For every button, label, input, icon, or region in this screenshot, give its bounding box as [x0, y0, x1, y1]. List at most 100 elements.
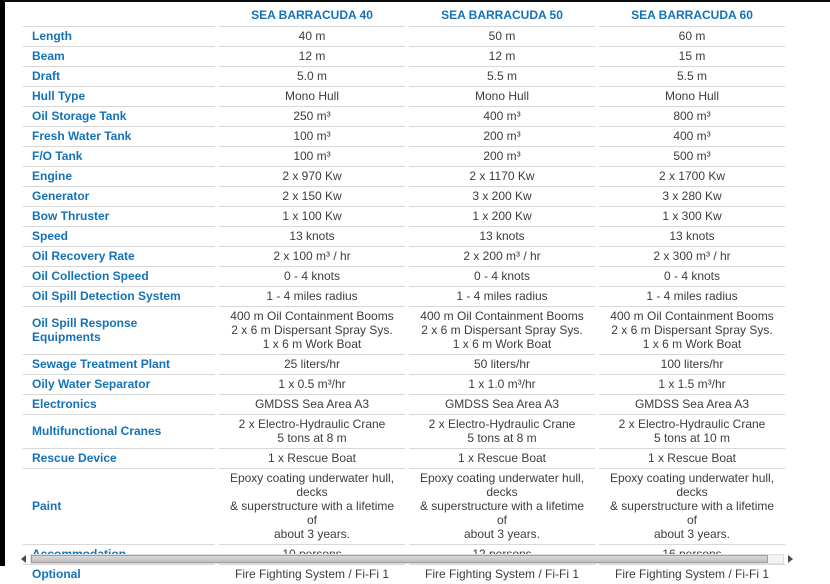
spec-value: 1 x 1.5 m³/hr: [599, 374, 785, 394]
table-row: Oil Recovery Rate 2 x 100 m³ / hr 2 x 200 …: [23, 246, 785, 266]
spec-value: 60 m: [599, 26, 785, 46]
spec-value: Mono Hull: [219, 86, 405, 106]
spec-value: 50 liters/hr: [409, 354, 595, 374]
spec-value: Epoxy coating underwater hull, decks & s…: [219, 468, 405, 544]
table-row: Bow Thruster 1 x 100 Kw 1 x 200 Kw 1 x 300 …: [23, 206, 785, 226]
scroll-left-arrow-icon[interactable]: [21, 554, 26, 563]
scroll-right-arrow-icon[interactable]: [788, 554, 793, 563]
table-row: Beam 12 m 12 m 15 m: [23, 46, 785, 66]
spec-value: 25 liters/hr: [219, 354, 405, 374]
spec-value: 1 - 4 miles radius: [599, 286, 785, 306]
spec-label: Electronics: [23, 394, 215, 414]
table-row: Multifunctional Cranes 2 x Electro-Hydrau…: [23, 414, 785, 448]
spec-value: 500 m³: [599, 146, 785, 166]
spec-value: 0 - 4 knots: [219, 266, 405, 286]
spec-label: Oil Collection Speed: [23, 266, 215, 286]
spec-value: 200 m³: [409, 126, 595, 146]
spec-value: 400 m³: [409, 106, 595, 126]
table-row: Oil Spill Detection System 1 - 4 miles ra…: [23, 286, 785, 306]
spec-label: Oil Spill Detection System: [23, 286, 215, 306]
spec-value: 2 x Electro-Hydraulic Crane 5 tons at 10…: [599, 414, 785, 448]
spec-value: Mono Hull: [409, 86, 595, 106]
spec-value: Epoxy coating underwater hull, decks & s…: [599, 468, 785, 544]
spec-label: Bow Thruster: [23, 206, 215, 226]
spec-value: 1 x 1.0 m³/hr: [409, 374, 595, 394]
table-row: Hull Type Mono Hull Mono Hull Mono Hull: [23, 86, 785, 106]
spec-value: 100 m³: [219, 146, 405, 166]
spec-value: 13 knots: [219, 226, 405, 246]
spec-label: Hull Type: [23, 86, 215, 106]
spec-label: Generator: [23, 186, 215, 206]
spec-label: Paint: [23, 468, 215, 544]
table-row: F/O Tank 100 m³ 200 m³ 500 m³: [23, 146, 785, 166]
spec-value: 13 knots: [409, 226, 595, 246]
spec-label: Engine: [23, 166, 215, 186]
spec-value: 1 x 200 Kw: [409, 206, 595, 226]
spec-value: 15 m: [599, 46, 785, 66]
spec-value: 2 x 1700 Kw: [599, 166, 785, 186]
spec-value: 50 m: [409, 26, 595, 46]
spec-value: Fire Fighting System / Fi-Fi 1: [219, 564, 405, 584]
spec-value: GMDSS Sea Area A3: [409, 394, 595, 414]
spec-value: 1 x Rescue Boat: [409, 448, 595, 468]
table-header-row: SEA BARRACUDA 40 SEA BARRACUDA 50 SEA BA…: [23, 4, 785, 26]
spec-label: Speed: [23, 226, 215, 246]
table-row: Oily Water Separator 1 x 0.5 m³/hr 1 x 1.0…: [23, 374, 785, 394]
spec-value: 2 x Electro-Hydraulic Crane 5 tons at 8 …: [219, 414, 405, 448]
spec-value: 100 m³: [219, 126, 405, 146]
table-row: Oil Storage Tank 250 m³ 400 m³ 800 m³: [23, 106, 785, 126]
spec-value: 250 m³: [219, 106, 405, 126]
spec-value: 1 x 100 Kw: [219, 206, 405, 226]
spec-value: 1 x Rescue Boat: [599, 448, 785, 468]
spec-value: 12 m: [219, 46, 405, 66]
spec-value: 1 - 4 miles radius: [409, 286, 595, 306]
spec-value: 100 liters/hr: [599, 354, 785, 374]
spec-value: 400 m Oil Containment Booms 2 x 6 m Disp…: [599, 306, 785, 354]
spec-value: 0 - 4 knots: [599, 266, 785, 286]
spec-value: 1 - 4 miles radius: [219, 286, 405, 306]
spec-label: Beam: [23, 46, 215, 66]
table-row: Sewage Treatment Plant 25 liters/hr 50 lit…: [23, 354, 785, 374]
spec-value: 5.5 m: [599, 66, 785, 86]
spec-label: Oil Spill Response Equipments: [23, 306, 215, 354]
spec-value: 1 x 300 Kw: [599, 206, 785, 226]
table-row: Fresh Water Tank 100 m³ 200 m³ 400 m³: [23, 126, 785, 146]
table-row: Draft 5.0 m 5.5 m 5.5 m: [23, 66, 785, 86]
spec-value: GMDSS Sea Area A3: [219, 394, 405, 414]
spec-label: Oily Water Separator: [23, 374, 215, 394]
spec-label: F/O Tank: [23, 146, 215, 166]
spec-label: Fresh Water Tank: [23, 126, 215, 146]
horizontal-scrollbar[interactable]: [21, 553, 793, 564]
table-row: Oil Collection Speed 0 - 4 knots 0 - 4 kno…: [23, 266, 785, 286]
table-row: Oil Spill Response Equipments 400 m Oil C…: [23, 306, 785, 354]
spec-value: 200 m³: [409, 146, 595, 166]
spec-value: Mono Hull: [599, 86, 785, 106]
scrollbar-thumb[interactable]: [31, 554, 768, 563]
column-header-sea-barracuda-40: SEA BARRACUDA 40: [251, 8, 373, 22]
spec-value: 40 m: [219, 26, 405, 46]
spec-label: Draft: [23, 66, 215, 86]
spec-label: Oil Recovery Rate: [23, 246, 215, 266]
spec-value: 1 x 0.5 m³/hr: [219, 374, 405, 394]
spec-value: 2 x 100 m³ / hr: [219, 246, 405, 266]
spec-value: 12 m: [409, 46, 595, 66]
table-row: Electronics GMDSS Sea Area A3 GMDSS Sea Ar…: [23, 394, 785, 414]
spec-label: Length: [23, 26, 215, 46]
spec-value: 5.0 m: [219, 66, 405, 86]
scrollbar-track[interactable]: [30, 553, 784, 564]
spec-label: Optional: [23, 564, 215, 584]
spec-value: 400 m Oil Containment Booms 2 x 6 m Disp…: [219, 306, 405, 354]
spec-value: 800 m³: [599, 106, 785, 126]
spec-table-body: Length 40 m 50 m 60 m Beam 12 m 12 m 15 m Draft 5…: [23, 26, 785, 584]
spec-value: Fire Fighting System / Fi-Fi 1: [409, 564, 595, 584]
table-row: Rescue Device 1 x Rescue Boat 1 x Rescue B…: [23, 448, 785, 468]
table-row: Generator 2 x 150 Kw 3 x 200 Kw 3 x 280 Kw: [23, 186, 785, 206]
table-row: Engine 2 x 970 Kw 2 x 1170 Kw 2 x 1700 Kw: [23, 166, 785, 186]
spec-label: Oil Storage Tank: [23, 106, 215, 126]
spec-label: Rescue Device: [23, 448, 215, 468]
table-row: Paint Epoxy coating underwater hull, deck…: [23, 468, 785, 544]
spec-value: Fire Fighting System / Fi-Fi 1: [599, 564, 785, 584]
spec-table-container: SEA BARRACUDA 40 SEA BARRACUDA 50 SEA BA…: [19, 4, 795, 584]
spec-value: 2 x 200 m³ / hr: [409, 246, 595, 266]
